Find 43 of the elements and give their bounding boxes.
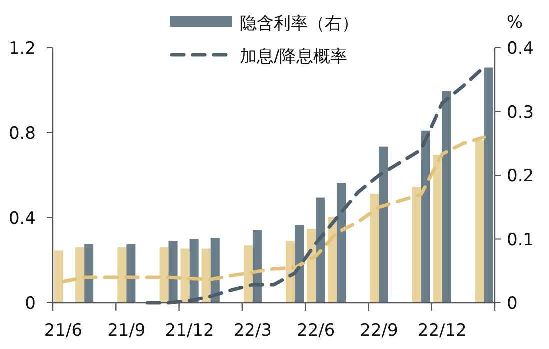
y2-tick-label: 0.4 [507,39,534,59]
y2-tick-label: 0.2 [507,166,534,186]
bar [379,146,388,303]
bar [244,246,253,303]
y2-tick-label: 0.1 [507,230,534,250]
y2-tick-label: 0 [507,294,518,314]
y2-tick-label: 0.3 [507,102,534,123]
x-tick-label: 21/6 [44,321,83,341]
x-tick-label: 22/9 [360,321,398,341]
y-tick-label: 0 [25,294,36,314]
bar [307,229,316,303]
y-tick-label: 0.8 [8,124,36,144]
bar [337,183,346,303]
bar [54,250,64,303]
bar [286,241,296,303]
bar [370,194,380,303]
bar [168,241,178,303]
bar [126,244,136,303]
legend-label: 隐含利率（右） [240,14,359,34]
bar [412,186,422,303]
bar [475,140,484,303]
bar [421,130,430,303]
bar [316,198,326,303]
x-tick-label: 22/3 [234,321,272,341]
bar [442,91,452,303]
y-tick-label: 0.4 [8,209,36,229]
bar [160,248,169,303]
bar [433,155,442,303]
y2-axis-title: % [506,13,524,33]
x-tick-label: 21/9 [108,321,146,341]
bar [118,248,127,303]
x-tick-label: 22/12 [418,321,467,341]
bar [180,248,190,303]
legend-label: 加息/降息概率 [240,47,348,67]
bar [76,248,85,303]
bar [484,68,494,303]
bar [202,248,211,303]
bar [295,225,304,303]
y-tick-label: 1.2 [8,39,36,59]
x-tick-label: 21/12 [165,321,214,341]
x-tick-label: 22/6 [297,321,336,341]
bar [84,244,94,303]
line-series [62,136,486,284]
